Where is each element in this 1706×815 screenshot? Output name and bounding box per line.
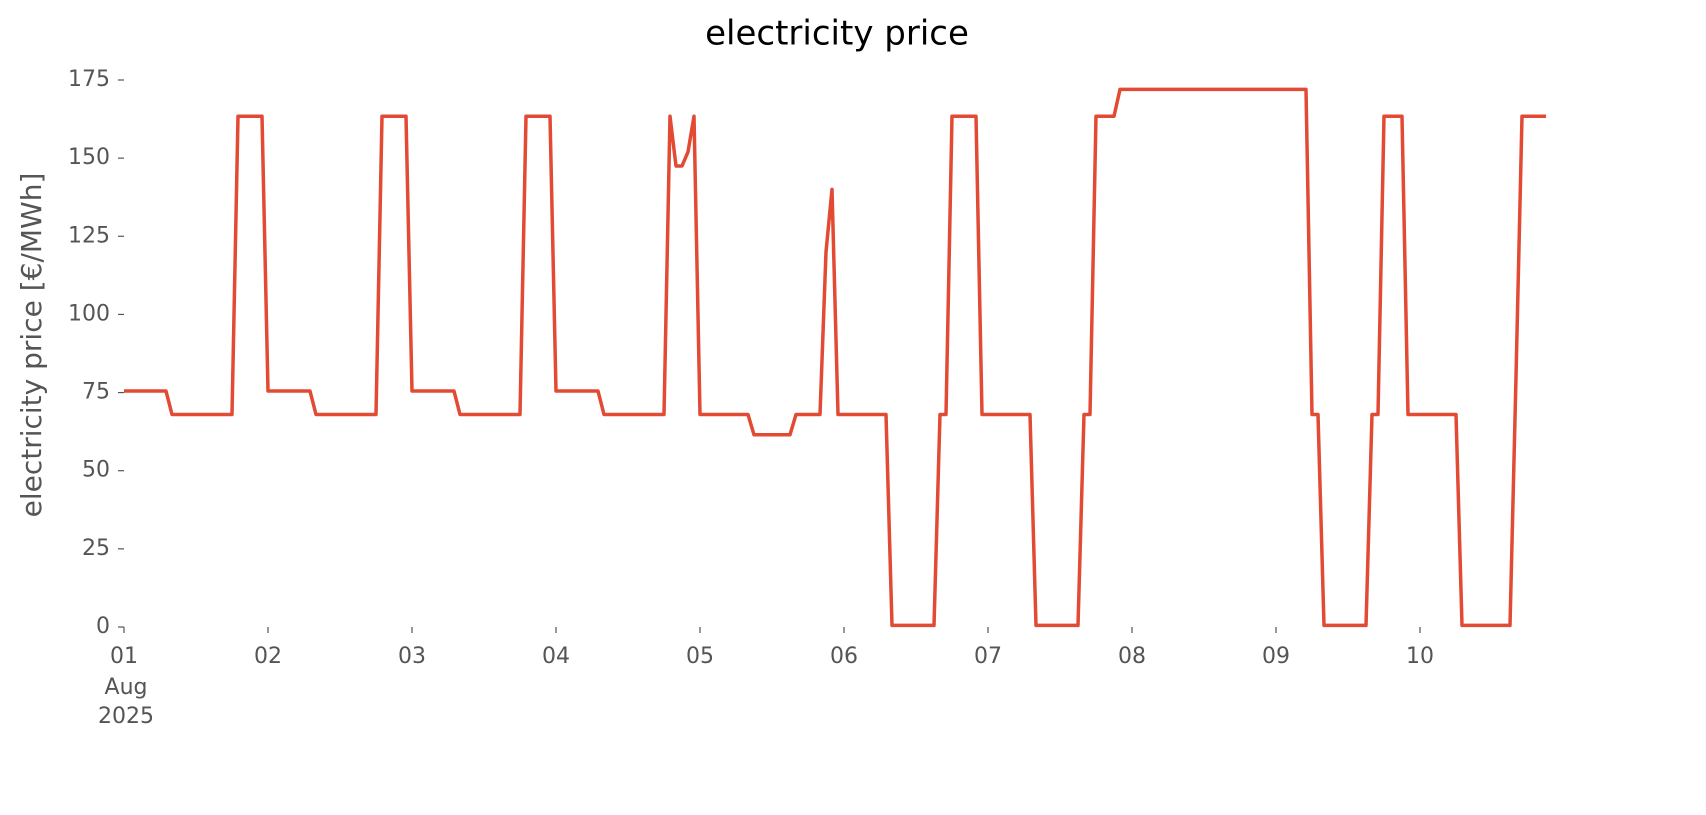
- x-tick-label: 07: [974, 644, 1002, 669]
- y-tick-label: 0: [96, 614, 110, 639]
- x-tick-label: 01: [110, 644, 138, 669]
- x-tick-label: 08: [1118, 644, 1146, 669]
- y-tick-label: 75: [82, 380, 110, 405]
- x-tick-sublabel: Aug: [105, 675, 148, 700]
- y-tick-label: 100: [68, 301, 110, 326]
- y-tick-label: 50: [82, 458, 110, 483]
- x-tick-label: 05: [686, 644, 714, 669]
- y-tick-label: 150: [68, 145, 110, 170]
- x-tick-label: 03: [398, 644, 426, 669]
- x-tick-label: 04: [542, 644, 570, 669]
- y-tick-label: 175: [68, 67, 110, 92]
- chart-title: electricity price: [705, 14, 969, 54]
- y-axis-label: electricity price [€/MWh]: [15, 173, 48, 518]
- price-line: [124, 87, 1546, 628]
- y-tick-label: 125: [68, 223, 110, 248]
- x-tick-label: 09: [1262, 644, 1290, 669]
- x-tick-label: 02: [254, 644, 282, 669]
- x-tick-label: 10: [1406, 644, 1434, 669]
- x-tick-sublabel: 2025: [98, 704, 154, 729]
- x-tick-label: 06: [830, 644, 858, 669]
- y-tick-label: 25: [82, 536, 110, 561]
